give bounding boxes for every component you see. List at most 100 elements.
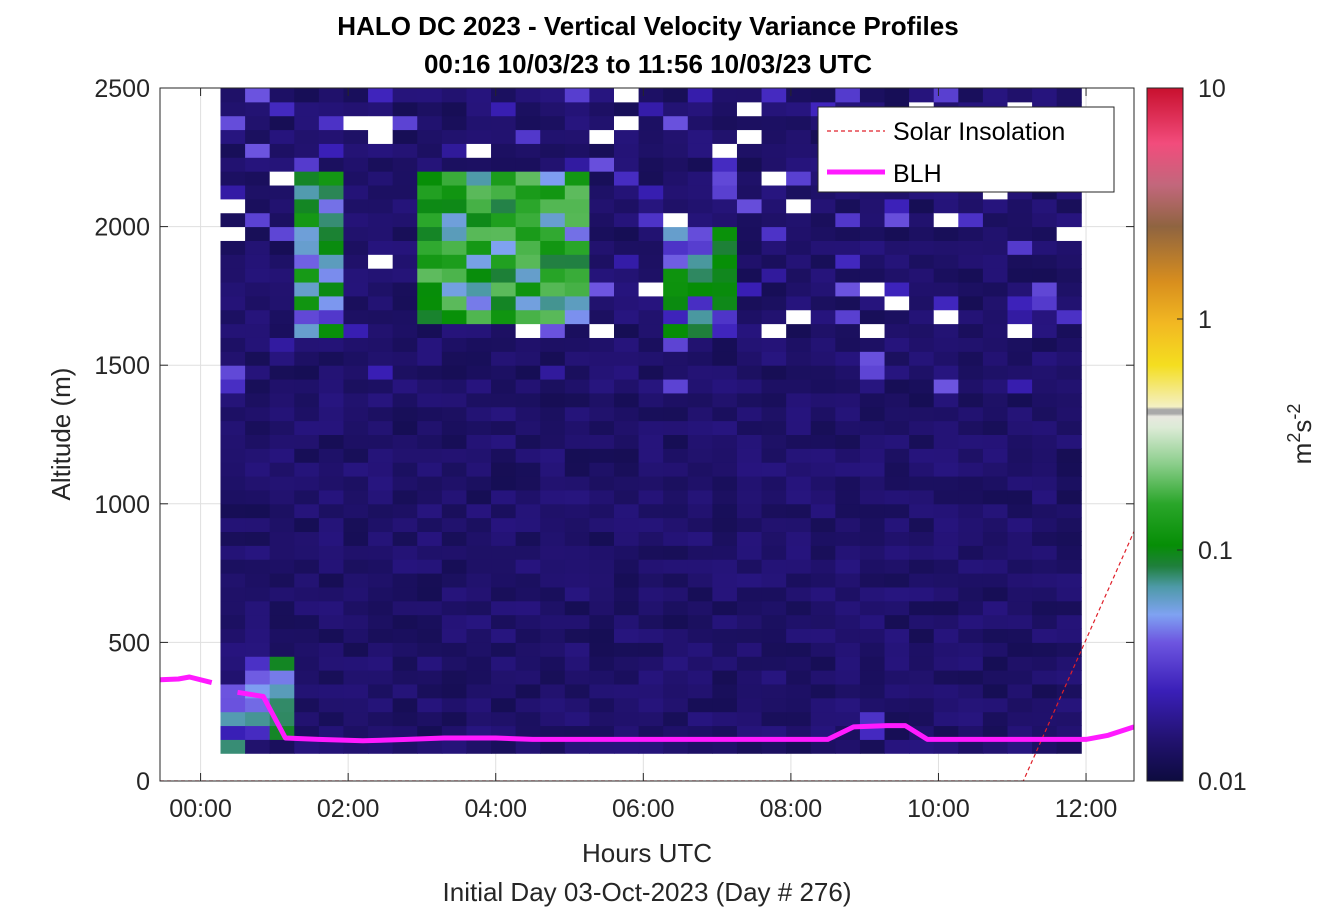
heatmap-cell-725: [589, 670, 615, 685]
heatmap-cell-1112: [786, 628, 812, 643]
heatmap-cell-799: [614, 309, 640, 325]
heatmap-cell-903: [663, 198, 689, 214]
heatmap-cell-226: [318, 268, 344, 283]
heatmap-cell-706: [564, 268, 590, 283]
heatmap-cell-1657: [1056, 392, 1082, 408]
heatmap-cell-689: [564, 503, 590, 519]
heatmap-cell-1617: [1032, 282, 1058, 297]
heatmap-cell-1412: [933, 462, 959, 477]
x-axis-label: Hours UTC: [582, 838, 712, 868]
heatmap-cell-1184: [810, 295, 836, 311]
heatmap-cell-416: [417, 295, 443, 311]
heatmap-cell-1462: [958, 434, 984, 449]
heatmap-cell-1473: [958, 282, 984, 297]
heatmap-cell-146: [294, 711, 320, 727]
heatmap-cell-462: [441, 323, 467, 338]
heatmap-cell-807: [614, 198, 640, 214]
heatmap-cell-812: [614, 129, 640, 144]
heatmap-cell-327: [368, 198, 394, 214]
heatmap-cell-1296: [884, 739, 910, 754]
heatmap-cell-1355: [909, 586, 935, 602]
heatmap-cell-639: [540, 531, 566, 546]
heatmap-cell-575: [491, 88, 517, 103]
heatmap-cell-512: [466, 295, 492, 311]
heatmap-cell-181: [294, 226, 320, 241]
heatmap-cell-1029: [736, 448, 763, 463]
heatmap-cell-1649: [1056, 503, 1082, 519]
heatmap-cell-806: [614, 212, 640, 228]
heatmap-cell-1456: [958, 517, 984, 533]
heatmap-cell-415: [417, 309, 443, 325]
heatmap-cell-919: [687, 642, 713, 657]
heatmap-cell-686: [564, 545, 590, 560]
heatmap-cell-1551: [1007, 531, 1033, 546]
heatmap-cell-152: [294, 628, 320, 643]
heatmap-cell-732: [589, 573, 615, 588]
heatmap-cell-1348: [909, 683, 935, 699]
heatmap-cell-708: [564, 240, 590, 255]
heatmap-cell-74: [245, 379, 271, 394]
heatmap-cell-535: [491, 642, 517, 657]
heatmap-cell-309: [368, 448, 394, 463]
heatmap-cell-1537: [1007, 725, 1033, 740]
heatmap-cell-1215: [835, 531, 861, 546]
legend-box: [817, 106, 1115, 193]
heatmap-cell-1475: [958, 254, 984, 269]
heatmap-cell-601: [515, 392, 541, 408]
heatmap-cell-1595: [1032, 586, 1058, 602]
heatmap-cell-1392: [933, 739, 959, 754]
heatmap-cell-162: [294, 489, 320, 505]
heatmap-cell-528: [491, 739, 517, 754]
heatmap-cell-834: [638, 489, 664, 505]
heatmap-cell-1111: [786, 642, 812, 657]
heatmap-cell-133: [269, 226, 295, 241]
heatmap-cell-776: [614, 628, 640, 643]
heatmap-cell-992: [712, 295, 738, 311]
heatmap-cell-1225: [835, 392, 861, 408]
heatmap-cell-176: [294, 295, 320, 311]
heatmap-cell-308: [368, 462, 394, 477]
heatmap-cell-536: [491, 628, 517, 643]
heatmap-cell-479: [441, 88, 467, 103]
heatmap-cell-241: [343, 725, 369, 740]
heatmap-cell-688: [564, 517, 590, 533]
heatmap-cell-183: [294, 198, 320, 214]
heatmap-cell-1592: [1032, 628, 1058, 643]
heatmap-cell-598: [515, 434, 541, 449]
heatmap-cell-1224: [835, 406, 861, 422]
heatmap-cell-107: [269, 586, 295, 602]
heatmap-cell-947: [687, 254, 713, 269]
heatmap-cell-42: [220, 157, 246, 172]
heatmap-cell-1178: [810, 379, 836, 394]
heatmap-cell-1564: [1007, 351, 1033, 366]
heatmap-cell-672: [564, 739, 590, 754]
heatmap-cell-1636: [1056, 683, 1082, 699]
heatmap-cell-467: [441, 254, 467, 269]
heatmap-cell-134: [269, 212, 295, 228]
heatmap-cell-1527: [982, 198, 1008, 214]
heatmap-cell-1118: [786, 545, 812, 560]
heatmap-cell-1161: [810, 614, 836, 630]
heatmap-cell-925: [687, 559, 713, 574]
heatmap-cell-1059: [761, 697, 787, 713]
heatmap-cell-1032: [736, 406, 763, 422]
heatmap-cell-690: [564, 489, 590, 505]
heatmap-cell-966: [712, 656, 738, 671]
heatmap-cell-237: [318, 115, 344, 131]
heatmap-cell-165: [294, 448, 320, 463]
heatmap-cell-1266: [859, 489, 886, 505]
heatmap-cell-726: [589, 656, 615, 671]
heatmap-cell-490: [466, 600, 492, 616]
heatmap-cell-792: [614, 406, 640, 422]
heatmap-cell-246: [343, 656, 369, 671]
heatmap-cell-668: [540, 129, 566, 144]
heatmap-cell-1375: [909, 309, 935, 325]
heatmap-cell-1658: [1056, 379, 1082, 394]
heatmap-cell-1277: [859, 337, 886, 352]
heatmap-cell-1209: [835, 614, 861, 630]
heatmap-cell-1514: [982, 379, 1008, 394]
heatmap-cell-603: [515, 365, 541, 380]
heatmap-cell-1125: [786, 448, 812, 463]
heatmap-cell-860: [638, 129, 664, 144]
heatmap-cell-406: [417, 434, 443, 449]
